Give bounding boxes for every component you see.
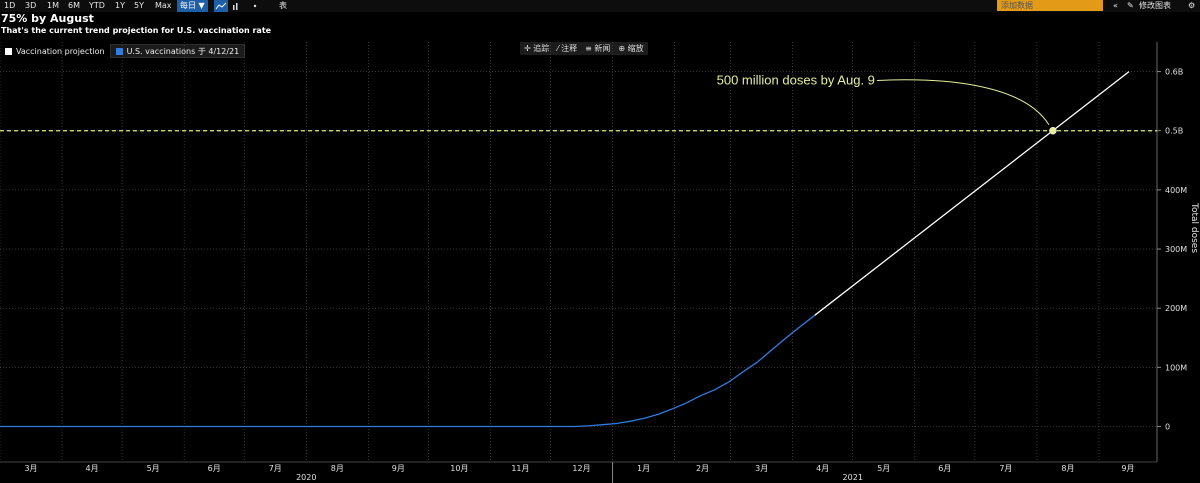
- chart-title: 75% by August: [1, 12, 94, 25]
- y-axis-label: Total doses: [1189, 202, 1199, 253]
- period-1y-button[interactable]: 1Y: [115, 1, 125, 10]
- edit-chart-button[interactable]: 修改图表: [1139, 1, 1171, 10]
- y-tick-label: 0.6B: [1165, 68, 1183, 77]
- y-tick-label: 100M: [1165, 363, 1187, 372]
- legend-label-us-vaccinations: U.S. vaccinations: [126, 46, 196, 56]
- news-button[interactable]: ≡ 新闻: [585, 44, 611, 53]
- double-chevron-left-icon[interactable]: «: [1113, 1, 1118, 10]
- annotate-button[interactable]: ⁄ 注释: [557, 44, 578, 53]
- x-tick-label: 6月: [938, 464, 951, 473]
- dot-icon[interactable]: [252, 0, 258, 12]
- chart-tools: ✛ 追踪 ⁄ 注释 ≡ 新闻 ⊕ 缩放: [520, 42, 648, 55]
- y-tick-label: 0.5B: [1165, 127, 1183, 136]
- add-data-input[interactable]: 添加数据: [997, 0, 1103, 11]
- projection-line: [814, 71, 1130, 316]
- toolbar: 1D 3D 1M 6M YTD 1Y 5Y Max 每日 ▼ 表 添加数据 « …: [0, 0, 1200, 12]
- period-max-button[interactable]: Max: [155, 1, 172, 10]
- x-tick-label: 2月: [696, 464, 709, 473]
- x-tick-label: 6月: [208, 464, 221, 473]
- legend-label-projection: Vaccination projection: [16, 46, 105, 56]
- pencil-icon[interactable]: ✎: [1127, 1, 1134, 10]
- legend-item-projection[interactable]: Vaccination projection: [0, 44, 110, 58]
- news-label: 新闻: [594, 44, 611, 53]
- legend-date-suffix: 于 4/12/21: [197, 46, 240, 56]
- x-tick-label: 1月: [637, 464, 650, 473]
- y-tick-label: 400M: [1165, 186, 1187, 195]
- track-label: 追踪: [533, 44, 550, 53]
- period-3d-button[interactable]: 3D: [25, 1, 37, 10]
- vaccinations-line: [0, 314, 816, 428]
- x-tick-label: 4月: [816, 464, 829, 473]
- x-tick-label: 9月: [392, 464, 405, 473]
- annotation-label: 500 million doses by Aug. 9: [717, 72, 875, 87]
- annotate-label: 注释: [561, 44, 578, 53]
- x-tick-label: 4月: [86, 464, 99, 473]
- period-1d-button[interactable]: 1D: [4, 1, 16, 10]
- period-ytd-button[interactable]: YTD: [89, 1, 105, 10]
- bar-chart-icon[interactable]: [231, 0, 241, 12]
- x-tick-label: 7月: [269, 464, 282, 473]
- zoom-button[interactable]: ⊕ 缩放: [618, 44, 644, 53]
- x-tick-label: 5月: [147, 464, 160, 473]
- y-tick-label: 0: [1165, 423, 1170, 432]
- annotation-point: [1049, 126, 1057, 135]
- x-tick-label: 8月: [1061, 464, 1074, 473]
- table-button[interactable]: 表: [279, 1, 287, 10]
- period-6m-button[interactable]: 6M: [68, 1, 80, 10]
- period-5y-button[interactable]: 5Y: [134, 1, 144, 10]
- year-label: 2021: [843, 473, 863, 482]
- gear-icon[interactable]: ⚙: [1188, 1, 1196, 10]
- year-label: 2020: [296, 473, 316, 482]
- x-tick-label: 3月: [24, 464, 37, 473]
- period-1m-button[interactable]: 1M: [47, 1, 59, 10]
- y-tick-label: 300M: [1165, 245, 1187, 254]
- legend-item-us-vaccinations[interactable]: U.S. vaccinations 于 4/12/21: [109, 44, 246, 58]
- x-tick-label: 12月: [572, 464, 590, 473]
- legend-swatch-projection: [5, 47, 12, 55]
- legend: Vaccination projection U.S. vaccinations…: [0, 44, 246, 58]
- line-chart-icon[interactable]: [214, 0, 228, 12]
- x-tick-label: 9月: [1121, 464, 1134, 473]
- x-tick-label: 10月: [450, 464, 468, 473]
- track-button[interactable]: ✛ 追踪: [524, 44, 550, 53]
- zoom-label: 缩放: [627, 44, 644, 53]
- x-tick-label: 7月: [999, 464, 1012, 473]
- chart-subtitle: That's the current trend projection for …: [1, 26, 272, 35]
- x-tick-label: 8月: [331, 464, 344, 473]
- legend-swatch-us-vaccinations: [115, 47, 123, 55]
- x-tick-label: 3月: [755, 464, 768, 473]
- x-tick-label: 11月: [511, 464, 529, 473]
- y-tick-label: 200M: [1165, 304, 1187, 313]
- frequency-dropdown[interactable]: 每日 ▼: [177, 0, 208, 12]
- x-tick-label: 5月: [877, 464, 890, 473]
- annotation-arrow: [876, 79, 1050, 125]
